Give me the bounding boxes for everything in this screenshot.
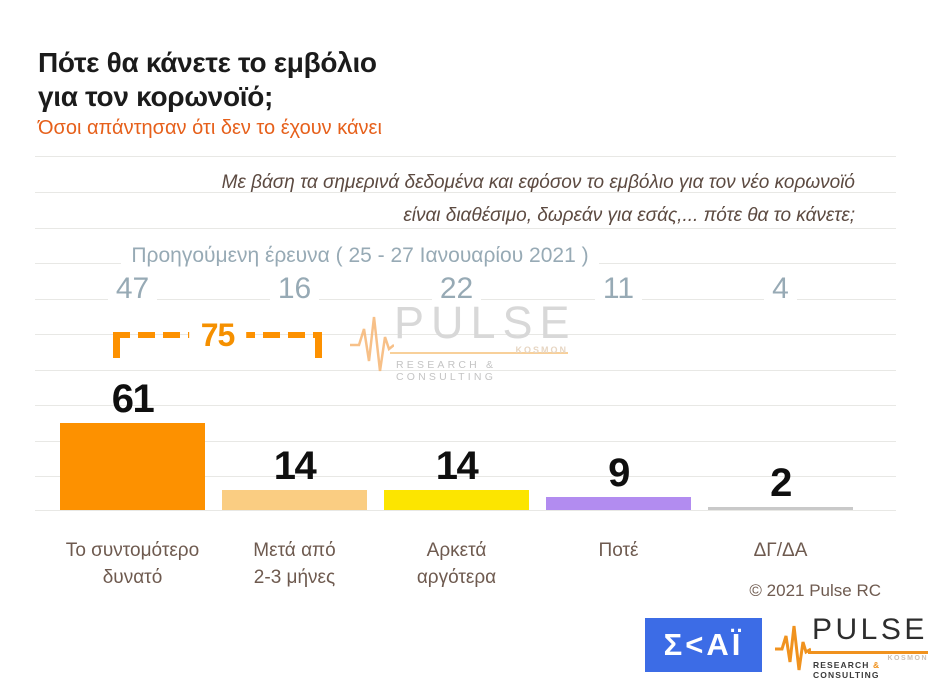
bar [546, 497, 691, 510]
page-title: Πότε θα κάνετε το εμβόλιο για τον κορωνο… [38, 46, 377, 114]
previous-survey-label: Προηγούμενη έρευνα ( 25 - 27 Ιανουαρίου … [90, 244, 630, 268]
survey-question: Με βάση τα σημερινά δεδομένα και εφόσον … [222, 166, 855, 232]
category-label: Αρκετά αργότερα [416, 540, 497, 588]
gridline [35, 192, 896, 193]
bar [384, 490, 529, 510]
bar-value: 2 [770, 461, 792, 505]
gridline [35, 476, 896, 477]
watermark-line [390, 352, 568, 354]
bar-column: 11 9 Ποτέ [546, 270, 691, 600]
category-label: ΔΓ/ΔΑ [753, 540, 808, 561]
previous-value: 22 [384, 272, 529, 306]
question-line-1: Με βάση τα σημερινά δεδομένα και εφόσον … [221, 172, 855, 193]
watermark-kosmon-text: KOSMON [515, 345, 568, 355]
category-label: Ποτέ [598, 540, 639, 561]
category-label: Το συντομότερο δυνατό [65, 540, 200, 588]
previous-value: 11 [546, 272, 691, 306]
watermark-tagline: RESEARCH & CONSULTING [396, 359, 497, 383]
gridline [35, 441, 896, 442]
bar-column: 4 2 ΔΓ/ΔΑ [708, 270, 853, 600]
copyright-text: © 2021 Pulse RC [749, 581, 881, 600]
gridline [35, 510, 896, 511]
pulse-logo-tagline: RESEARCH & CONSULTING [813, 660, 881, 678]
bracket-left-cap [113, 332, 120, 358]
pulse-watermark: PULSE KOSMON RESEARCH & CONSULTING [350, 297, 570, 383]
title-line-2: για τον κορωνοϊό; [38, 81, 274, 112]
bar [708, 507, 853, 510]
gridline [35, 405, 896, 406]
page-subtitle: Όσοι απάντησαν ότι δεν το έχουν κάνει [38, 117, 382, 139]
bar-value: 14 [273, 444, 317, 488]
category-label: Μετά από 2-3 μήνες [253, 540, 336, 588]
watermark-pulse-text: PULSE [394, 297, 577, 348]
bar-column: 16 14 Μετά από 2-3 μήνες [222, 270, 367, 600]
pulse-heartbeat-icon [775, 625, 811, 671]
skai-logo-text: Σ<ΑΪ [663, 627, 744, 662]
sum-bracket: 75 [113, 317, 322, 358]
previous-value: 47 [60, 272, 205, 306]
bar-column: 22 14 Αρκετά αργότερα [384, 270, 529, 600]
bar-value: 9 [608, 451, 630, 495]
gridline [35, 156, 896, 157]
gridline [35, 334, 896, 335]
bar-column: 47 61 Το συντομότερο δυνατό [60, 270, 205, 600]
gridline [35, 370, 896, 371]
pulse-logo-text: PULSE [812, 613, 928, 646]
previous-value: 16 [222, 272, 367, 306]
title-line-1: Πότε θα κάνετε το εμβόλιο [38, 47, 377, 78]
bar [60, 423, 205, 510]
bar-value: 14 [435, 444, 479, 488]
question-line-2: είναι διαθέσιμο, δωρεάν για εσάς,... πότ… [403, 205, 855, 226]
bracket-sum-value: 75 [188, 317, 247, 354]
bar [222, 490, 367, 510]
previous-value: 4 [708, 272, 853, 306]
gridline [35, 228, 896, 229]
pulse-logo: PULSE KOSMON RESEARCH & CONSULTING [775, 613, 928, 678]
pulse-logo-line [808, 651, 928, 654]
bracket-right-cap [315, 332, 322, 358]
pulse-heartbeat-icon [350, 316, 394, 372]
bar-value: 61 [111, 377, 155, 421]
skai-logo: Σ<ΑΪ [645, 618, 762, 672]
pulse-logo-kosmon: KOSMON [887, 655, 928, 662]
